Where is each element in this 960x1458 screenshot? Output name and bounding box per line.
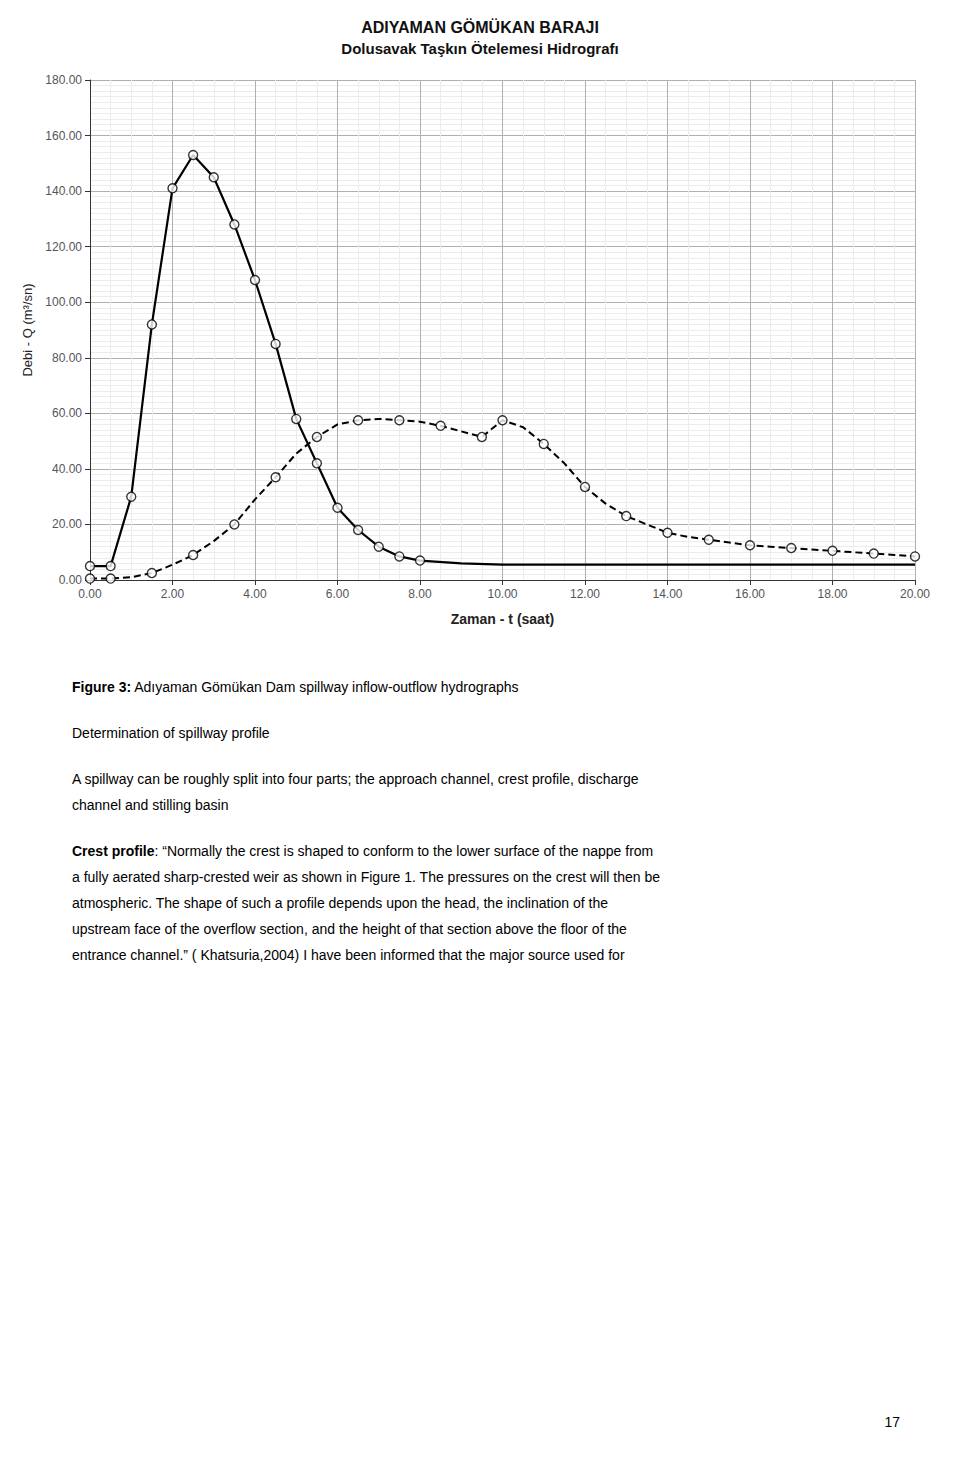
svg-text:100.00: 100.00	[45, 295, 82, 309]
svg-text:180.00: 180.00	[45, 73, 82, 87]
svg-text:20.00: 20.00	[900, 587, 930, 601]
svg-text:Zaman - t (saat): Zaman - t (saat)	[451, 611, 554, 627]
svg-text:80.00: 80.00	[52, 351, 82, 365]
svg-text:0.00: 0.00	[78, 587, 102, 601]
svg-text:20.00: 20.00	[52, 517, 82, 531]
svg-text:Crest profile: Crest profile	[72, 843, 155, 859]
svg-text:18.00: 18.00	[817, 587, 847, 601]
svg-text:entrance channel.” ( Khatsuria: entrance channel.” ( Khatsuria,2004) I h…	[72, 947, 625, 963]
svg-text:Figure 3:: Figure 3:	[72, 679, 131, 695]
svg-text:Determination of spillway prof: Determination of spillway profile	[72, 725, 270, 741]
svg-text:8.00: 8.00	[408, 587, 432, 601]
svg-text:channel and stilling basin: channel and stilling basin	[72, 797, 228, 813]
svg-text:ADIYAMAN GÖMÜKAN BARAJI: ADIYAMAN GÖMÜKAN BARAJI	[361, 18, 599, 36]
svg-text:6.00: 6.00	[326, 587, 350, 601]
svg-text:140.00: 140.00	[45, 184, 82, 198]
svg-text:a fully aerated sharp-crested: a fully aerated sharp-crested weir as sh…	[72, 869, 660, 885]
svg-text:16.00: 16.00	[735, 587, 765, 601]
svg-text:14.00: 14.00	[652, 587, 682, 601]
svg-text:Debi - Q (m³/sn): Debi - Q (m³/sn)	[20, 283, 35, 376]
svg-text:40.00: 40.00	[52, 462, 82, 476]
svg-text:120.00: 120.00	[45, 240, 82, 254]
svg-text:: “Normally the crest is shape: : “Normally the crest is shaped to confo…	[154, 843, 653, 859]
svg-text:A spillway can be roughly spli: A spillway can be roughly split into fou…	[72, 771, 639, 787]
svg-text:60.00: 60.00	[52, 406, 82, 420]
svg-text:10.00: 10.00	[487, 587, 517, 601]
svg-text:160.00: 160.00	[45, 129, 82, 143]
svg-text:12.00: 12.00	[570, 587, 600, 601]
svg-text:atmospheric. The shape of such: atmospheric. The shape of such a profile…	[72, 895, 608, 911]
svg-text:Dolusavak Taşkın Ötelemesi Hid: Dolusavak Taşkın Ötelemesi Hidrografı	[341, 40, 618, 57]
svg-text:upstream face of the overflow: upstream face of the overflow section, a…	[72, 921, 627, 937]
svg-text:0.00: 0.00	[59, 573, 83, 587]
svg-text:2.00: 2.00	[161, 587, 185, 601]
svg-text:4.00: 4.00	[243, 587, 267, 601]
svg-text:Adıyaman Gömükan Dam spillway: Adıyaman Gömükan Dam spillway inflow-out…	[131, 679, 519, 695]
svg-text:17: 17	[884, 1414, 900, 1430]
